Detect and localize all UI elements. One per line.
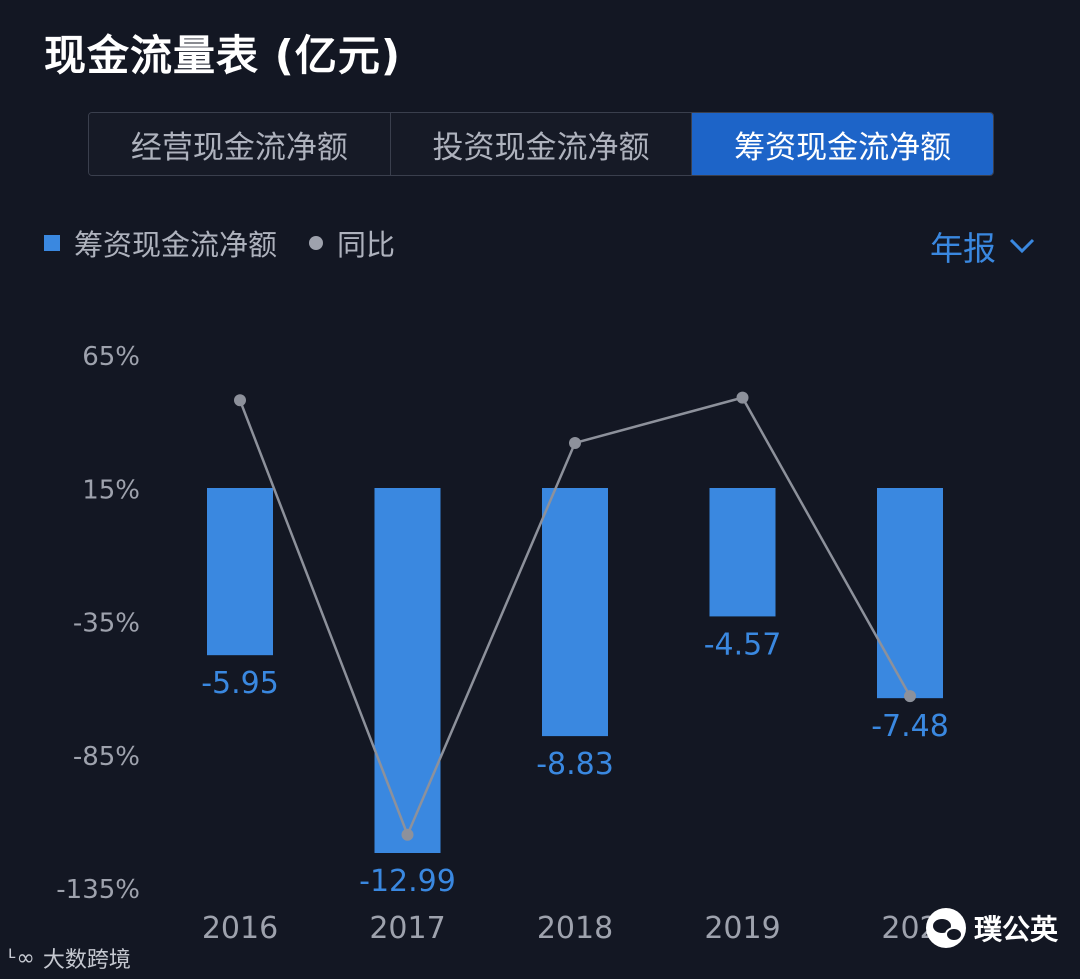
bar-value-label: -7.48 bbox=[871, 709, 949, 744]
bar-value-label: -5.95 bbox=[201, 666, 279, 701]
period-selector-label: 年报 bbox=[930, 229, 996, 268]
bar-2018 bbox=[542, 488, 608, 737]
yoy-point-202 bbox=[904, 690, 916, 703]
y-axis-tick-label: -35% bbox=[73, 609, 140, 639]
chart-legend: 筹资现金流净额 同比 bbox=[44, 222, 427, 264]
legend-item-bar[interactable]: 筹资现金流净额 bbox=[44, 222, 277, 264]
legend-item-line[interactable]: 同比 bbox=[309, 222, 395, 264]
bar-2017 bbox=[374, 488, 441, 853]
yoy-point-2019 bbox=[736, 391, 749, 404]
bar-2016 bbox=[207, 488, 273, 656]
legend-line-label: 同比 bbox=[337, 228, 396, 262]
yoy-point-2018 bbox=[569, 436, 581, 449]
tab-operating-cashflow[interactable]: 经营现金流净额 bbox=[89, 113, 391, 175]
yoy-point-2017 bbox=[401, 828, 414, 841]
line-swatch-icon bbox=[309, 236, 324, 250]
x-axis-tick-label: 2018 bbox=[537, 911, 613, 946]
bar-value-label: -8.83 bbox=[536, 747, 614, 782]
tab-financing-cashflow[interactable]: 筹资现金流净额 bbox=[692, 113, 993, 175]
yoy-point-2016 bbox=[234, 394, 246, 407]
bar-value-label: -12.99 bbox=[359, 864, 456, 899]
watermark-right-text: 璞公英 bbox=[974, 913, 1059, 946]
bar-202 bbox=[877, 488, 943, 699]
wechat-icon bbox=[926, 908, 966, 948]
period-selector[interactable]: 年报 bbox=[930, 222, 1036, 270]
y-axis-tick-label: -135% bbox=[56, 875, 140, 905]
page-title: 现金流量表 (亿元) bbox=[44, 31, 402, 80]
bar-swatch-icon bbox=[44, 235, 60, 251]
watermark-left: ᒻ∞ 大数跨境 bbox=[8, 942, 131, 974]
tab-investing-cashflow[interactable]: 投资现金流净额 bbox=[390, 113, 693, 175]
brand-logo-icon: ᒻ∞ bbox=[8, 945, 35, 971]
y-axis-tick-label: 15% bbox=[82, 475, 140, 505]
bar-value-label: -4.57 bbox=[704, 627, 782, 662]
legend-bar-label: 筹资现金流净额 bbox=[74, 228, 278, 262]
chevron-down-icon bbox=[1009, 238, 1035, 254]
x-axis-tick-label: 2017 bbox=[369, 911, 445, 946]
watermark-left-text: 大数跨境 bbox=[42, 948, 131, 973]
x-axis-tick-label: 2019 bbox=[704, 911, 780, 946]
watermark-right: 璞公英 bbox=[926, 908, 1058, 948]
x-axis-tick-label: 2016 bbox=[202, 911, 278, 946]
bar-2019 bbox=[709, 488, 776, 617]
y-axis-tick-label: -85% bbox=[73, 742, 140, 772]
y-axis-tick-label: 65% bbox=[82, 342, 140, 372]
cashflow-tabs: 经营现金流净额 投资现金流净额 筹资现金流净额 bbox=[88, 112, 994, 176]
